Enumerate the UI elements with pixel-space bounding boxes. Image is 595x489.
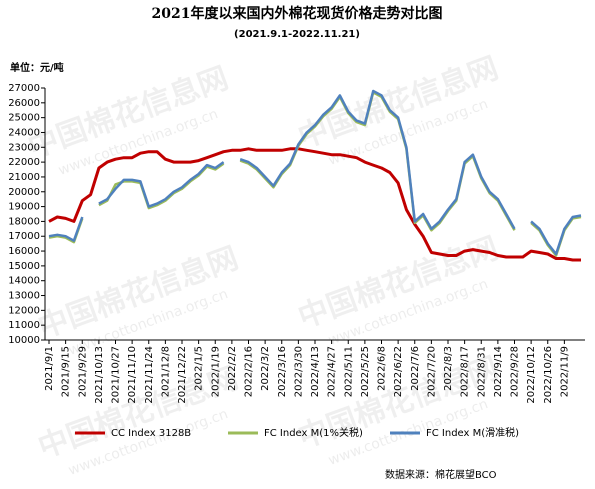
x-tick-label: 2021/10/13 [94, 346, 105, 404]
y-tick-label: 19000 [8, 202, 40, 213]
x-tick-label: 2021/12/8 [160, 346, 171, 397]
x-tick-label: 2022/5/11 [343, 346, 354, 397]
x-tick-label: 2022/4/27 [327, 346, 338, 397]
series-line [48, 147, 581, 262]
source-note: 数据来源：棉花展望BCO [385, 468, 497, 481]
x-tick-label: 2021/12/22 [177, 346, 188, 404]
x-tick-label: 2022/3/2 [260, 346, 271, 391]
x-tick-label: 2022/10/12 [526, 346, 537, 404]
y-tick-label: 10000 [8, 335, 40, 346]
x-tick-label: 2022/11/9 [559, 346, 570, 397]
x-tick-label: 2022/5/25 [360, 346, 371, 397]
y-tick-label: 26000 [8, 98, 40, 109]
chart-title: 2021年度以来国内外棉花现货价格走势对比图 [152, 5, 443, 22]
x-tick-label: 2022/3/30 [293, 346, 304, 397]
chart-subtitle: (2021.9.1-2022.11.21) [234, 29, 360, 40]
x-tick-label: 2022/3/16 [277, 346, 288, 397]
x-tick-label: 2021/9/15 [61, 346, 72, 397]
y-tick-label: 15000 [8, 261, 40, 272]
x-tick-label: 2022/8/31 [476, 346, 487, 397]
x-tick-label: 2022/1/19 [210, 346, 221, 397]
legend-label: CC Index 3128B [111, 428, 191, 439]
x-tick-label: 2022/4/13 [310, 346, 321, 397]
y-tick-label: 24000 [8, 127, 40, 138]
y-tick-label: 23000 [8, 142, 40, 153]
x-tick-label: 2022/1/5 [194, 346, 205, 391]
x-tick-label: 2022/8/3 [443, 346, 454, 391]
series-line [48, 91, 582, 257]
y-tick-label: 22000 [8, 157, 40, 168]
y-tick-label: 11000 [8, 320, 40, 331]
y-tick-label: 16000 [8, 246, 40, 257]
y-tick-label: 18000 [8, 216, 40, 227]
x-tick-label: 2021/11/24 [144, 346, 155, 404]
x-tick-label: 2021/9/1 [44, 346, 55, 391]
legend-label: FC Index M(滑准税) [426, 426, 519, 439]
x-tick-label: 2022/6/22 [393, 346, 404, 397]
y-tick-label: 13000 [8, 291, 40, 302]
x-tick-label: 2022/9/28 [510, 346, 521, 397]
x-tick-label: 2022/7/6 [410, 346, 421, 391]
y-tick-label: 20000 [8, 187, 40, 198]
x-tick-label: 2022/2/2 [227, 346, 238, 391]
x-tick-label: 2021/11/10 [127, 346, 138, 404]
series-line [48, 89, 582, 256]
y-tick-label: 14000 [8, 276, 40, 287]
y-tick-label: 21000 [8, 172, 40, 183]
x-tick-label: 2022/7/20 [426, 346, 437, 397]
x-tick-label: 2022/2/16 [244, 346, 255, 397]
y-tick-label: 25000 [8, 113, 40, 124]
x-tick-label: 2022/6/8 [377, 346, 388, 391]
x-tick-label: 2021/10/27 [111, 346, 122, 404]
x-tick-label: 2022/10/26 [543, 346, 554, 404]
legend-label: FC Index M(1%关税) [264, 426, 363, 439]
x-tick-label: 2022/8/17 [460, 346, 471, 397]
y-tick-label: 17000 [8, 231, 40, 242]
x-tick-label: 2021/9/29 [77, 346, 88, 397]
unit-label: 单位：元/吨 [10, 61, 64, 74]
x-tick-label: 2022/9/14 [493, 346, 504, 397]
y-tick-label: 27000 [8, 83, 40, 94]
y-tick-label: 12000 [8, 305, 40, 316]
